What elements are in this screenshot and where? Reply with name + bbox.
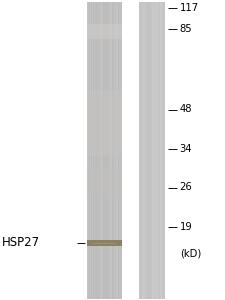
Bar [107,2,108,298]
Bar [87,24,122,39]
Bar [93,2,94,298]
Bar [106,2,107,298]
Bar [117,2,118,298]
Bar [91,2,92,298]
Bar [104,2,105,298]
Bar [155,2,156,298]
Bar [156,2,157,298]
Bar [92,2,93,298]
Bar [160,2,161,298]
Bar [120,2,121,298]
Bar [116,2,117,298]
Bar [87,168,122,198]
Bar [108,2,109,298]
Bar [110,2,111,298]
Bar [112,2,113,298]
Bar [146,2,147,298]
Bar [96,2,97,298]
Text: 19: 19 [179,221,191,232]
Bar [150,2,151,298]
Bar [90,2,91,298]
Bar [109,2,110,298]
Bar [138,2,164,298]
Bar [140,2,141,298]
Bar [87,240,122,246]
Bar [89,2,90,298]
Bar [145,2,146,298]
Bar [92,243,116,244]
Bar [125,2,136,298]
Text: 34: 34 [179,143,191,154]
Bar [141,2,142,298]
Bar [151,2,152,298]
Bar [142,2,143,298]
Bar [102,2,103,298]
Text: HSP27: HSP27 [2,236,40,250]
Bar [111,2,112,298]
Bar [138,2,139,298]
Bar [139,2,140,298]
Bar [148,2,149,298]
Bar [100,2,101,298]
Bar [144,2,145,298]
Bar [87,2,122,298]
Text: (kD): (kD) [179,248,200,259]
Text: 117: 117 [179,3,198,14]
Bar [162,2,163,298]
Bar [94,2,95,298]
Bar [98,2,99,298]
Bar [101,2,102,298]
Bar [119,2,120,298]
Text: 48: 48 [179,104,191,115]
Bar [154,2,155,298]
Bar [87,90,122,156]
Bar [114,2,115,298]
Bar [161,2,162,298]
Bar [149,2,150,298]
Text: 85: 85 [179,23,191,34]
Bar [88,2,89,298]
Bar [105,2,106,298]
Bar [95,2,96,298]
Text: 26: 26 [179,182,191,193]
Bar [118,2,119,298]
Bar [152,2,153,298]
Bar [97,2,98,298]
Bar [113,2,114,298]
Bar [153,2,154,298]
Bar [103,2,104,298]
Bar [115,2,116,298]
Bar [147,2,148,298]
Bar [143,2,144,298]
Bar [159,2,160,298]
Bar [121,2,122,298]
Bar [99,2,100,298]
Bar [163,2,164,298]
Bar [158,2,159,298]
Bar [87,2,88,298]
